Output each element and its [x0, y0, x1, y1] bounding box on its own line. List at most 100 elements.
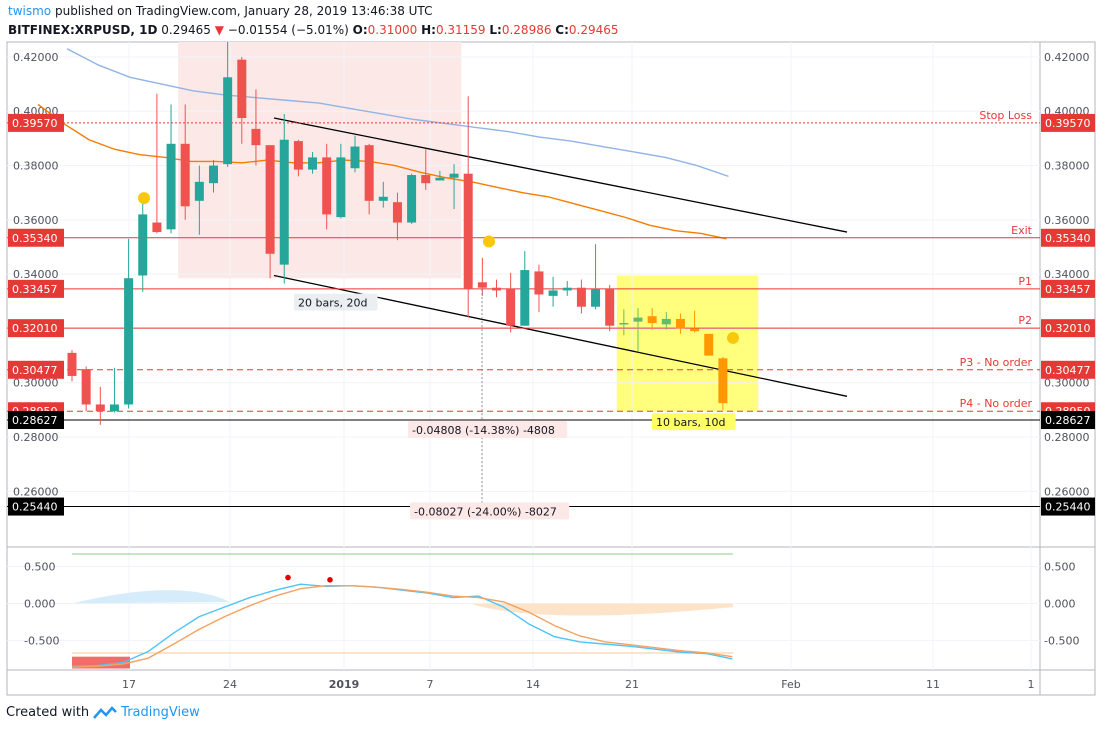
time-tick: 1: [1028, 678, 1035, 691]
candle[interactable]: [322, 157, 332, 215]
price-tick-right: 0.38000: [1044, 160, 1090, 173]
price-level-tag-left: [8, 360, 64, 379]
annotation-box: [294, 293, 378, 311]
annotation-box: [408, 420, 568, 438]
candle[interactable]: [534, 271, 544, 295]
price-level-label: P3 - No order: [960, 356, 1033, 369]
candle[interactable]: [223, 77, 233, 165]
published-text: published on TradingView.com, January 28…: [54, 4, 433, 18]
time-tick: 14: [526, 678, 540, 691]
candle[interactable]: [237, 59, 247, 119]
candle[interactable]: [506, 289, 516, 326]
candle[interactable]: [562, 287, 572, 291]
candle[interactable]: [124, 278, 134, 405]
price-level-tag-right: [1041, 228, 1095, 247]
price-tick-left: 0.28000: [13, 431, 59, 444]
candle[interactable]: [279, 139, 289, 265]
open-label: O:: [352, 23, 368, 37]
projection-candle[interactable]: [704, 333, 714, 356]
candle[interactable]: [180, 143, 190, 207]
histogram-positive: [72, 590, 230, 604]
price-tick-right: 0.26000: [1044, 485, 1090, 498]
candle[interactable]: [265, 145, 275, 254]
signal-marker: [727, 331, 739, 344]
ma-fast-line: [37, 103, 727, 240]
projection-candle[interactable]: [619, 323, 629, 325]
candle[interactable]: [435, 177, 445, 181]
histogram-bar-negative: [72, 656, 130, 669]
symbol-label: BITFINEX:XRPUSD, 1D: [8, 23, 158, 37]
candle[interactable]: [81, 369, 91, 405]
close-value: 0.29465: [568, 23, 619, 37]
price-level-label: Stop Loss: [979, 109, 1032, 122]
price-level-tag-left: [8, 411, 64, 430]
candle[interactable]: [392, 202, 402, 223]
publish-line: twismo published on TradingView.com, Jan…: [8, 2, 1088, 21]
price-level-value-left: 0.33457: [12, 283, 58, 296]
candle[interactable]: [421, 175, 431, 184]
price-level-value-left: 0.30477: [12, 364, 58, 377]
date-range-shade: [178, 42, 462, 279]
candle[interactable]: [293, 141, 303, 170]
price-level-tag-right: [1041, 411, 1095, 430]
time-tick: 24: [223, 678, 237, 691]
candle[interactable]: [576, 287, 586, 307]
candle[interactable]: [591, 289, 601, 307]
candle[interactable]: [95, 404, 105, 412]
price-tick-right: 0.36000: [1044, 214, 1090, 227]
candle[interactable]: [548, 290, 558, 296]
candle[interactable]: [109, 404, 119, 412]
author-name[interactable]: twismo: [8, 4, 52, 18]
candle[interactable]: [194, 181, 204, 201]
annotation-text: 10 bars, 10d: [656, 416, 725, 429]
candle[interactable]: [67, 352, 77, 376]
price-level-tag-left: [8, 497, 64, 516]
candle[interactable]: [492, 287, 501, 291]
candle[interactable]: [364, 145, 374, 201]
candle[interactable]: [449, 173, 459, 178]
histogram-negative: [470, 603, 733, 616]
price-level-label: Exit: [1011, 224, 1033, 237]
high-label: H:: [421, 23, 436, 37]
candle[interactable]: [407, 175, 417, 223]
projection-candle[interactable]: [633, 317, 643, 322]
projection-candle[interactable]: [661, 318, 671, 325]
candle[interactable]: [166, 143, 176, 230]
candle[interactable]: [378, 196, 388, 201]
candle[interactable]: [138, 214, 148, 276]
candle[interactable]: [209, 165, 218, 184]
signal-marker: [483, 235, 495, 248]
annotation-text: -0.08027 (-24.00%) -8027: [414, 505, 557, 518]
candle[interactable]: [350, 146, 360, 169]
candle[interactable]: [308, 157, 318, 170]
projection-candle[interactable]: [718, 358, 728, 404]
channel-lower-line: [273, 274, 848, 397]
candle[interactable]: [336, 157, 346, 218]
candle[interactable]: [463, 173, 473, 290]
projection-candle[interactable]: [675, 318, 685, 329]
candle[interactable]: [605, 289, 615, 326]
price-level-value-right: 0.28627: [1045, 414, 1091, 427]
candle[interactable]: [152, 222, 162, 233]
price-level-tag-right: [1041, 360, 1095, 379]
cross-dot: [285, 574, 291, 581]
last-price: 0.29465: [161, 23, 211, 37]
projection-candle[interactable]: [690, 328, 700, 332]
signal-line: [71, 585, 733, 668]
candle[interactable]: [477, 282, 487, 288]
osc-tick-left: 0.000: [24, 597, 56, 610]
signal-marker: [138, 192, 150, 205]
osc-tick-right: 0.000: [1044, 597, 1076, 610]
price-tick-right: 0.30000: [1044, 377, 1090, 390]
price-tick-left: 0.36000: [13, 214, 59, 227]
projection-candle[interactable]: [647, 316, 657, 324]
channel-upper-line: [273, 117, 848, 233]
price-level-tag-left: [8, 279, 64, 298]
price-level-tag-right: [1041, 497, 1095, 516]
candle[interactable]: [520, 270, 530, 326]
candle[interactable]: [251, 128, 261, 146]
tradingview-brand[interactable]: TradingView: [121, 705, 200, 720]
price-level-label: P4 - No order: [960, 397, 1033, 410]
open-value: 0.31000: [367, 23, 418, 37]
